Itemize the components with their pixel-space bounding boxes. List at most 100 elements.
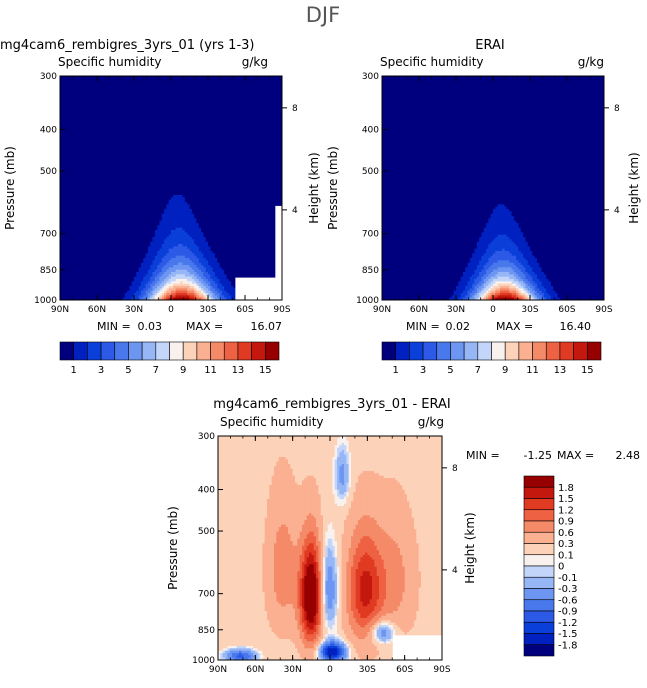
field-cell	[124, 120, 128, 124]
field-cell	[103, 122, 107, 126]
field-cell	[268, 181, 272, 184]
field-cell	[279, 104, 282, 107]
field-cell	[205, 104, 209, 107]
field-cell	[152, 176, 156, 180]
field-cell	[208, 87, 211, 91]
field-cell	[62, 139, 66, 142]
field-cell	[115, 129, 119, 133]
field-cell	[83, 87, 87, 91]
field-cell	[157, 195, 161, 198]
field-cell	[80, 150, 84, 154]
field-cell	[94, 99, 98, 103]
field-cell	[251, 136, 255, 140]
field-cell	[134, 153, 137, 156]
field-cell	[221, 134, 225, 138]
field-cell	[175, 120, 179, 124]
field-cell	[247, 190, 251, 194]
field-cell	[175, 155, 179, 159]
field-cell	[120, 111, 124, 114]
field-cell	[117, 118, 121, 121]
field-cell	[180, 195, 184, 198]
field-cell	[127, 164, 130, 168]
field-cell	[76, 195, 80, 198]
field-cell	[85, 132, 89, 135]
field-cell	[203, 171, 207, 175]
field-cell	[275, 115, 278, 119]
field-cell	[254, 113, 258, 117]
field-cell	[159, 162, 163, 166]
field-cell	[191, 164, 195, 168]
field-cell	[122, 76, 126, 79]
field-cell	[113, 160, 117, 163]
field-cell	[180, 192, 184, 196]
field-cell	[166, 78, 170, 82]
field-cell	[80, 80, 84, 84]
field-cell	[245, 141, 248, 145]
field-cell	[71, 106, 75, 110]
field-cell	[201, 125, 204, 128]
field-cell	[76, 85, 80, 89]
field-cell	[245, 78, 248, 82]
field-cell	[261, 155, 265, 159]
field-cell	[191, 83, 195, 86]
field-cell	[219, 183, 223, 187]
field-cell	[115, 143, 119, 147]
field-cell	[205, 83, 209, 86]
field-cell	[231, 78, 235, 82]
field-cell	[217, 188, 221, 191]
field-cell	[115, 136, 119, 140]
field-cell	[240, 132, 244, 135]
field-cell	[164, 115, 167, 119]
field-cell	[147, 92, 151, 96]
field-cell	[191, 118, 195, 121]
field-cell	[154, 115, 158, 119]
field-cell	[157, 83, 161, 86]
field-cell	[62, 125, 66, 128]
field-cell	[94, 134, 98, 138]
field-cell	[182, 160, 186, 163]
field-cell	[78, 134, 82, 138]
field-cell	[238, 87, 241, 91]
field-cell	[87, 153, 91, 156]
field-cell	[221, 104, 225, 107]
field-cell	[189, 176, 193, 180]
field-cell	[83, 113, 87, 117]
field-cell	[221, 190, 225, 194]
field-cell	[161, 148, 165, 152]
field-cell	[263, 99, 267, 103]
field-cell	[124, 176, 128, 180]
field-cell	[208, 148, 211, 152]
field-cell	[272, 90, 276, 93]
field-cell	[117, 176, 121, 180]
field-cell	[208, 132, 211, 135]
field-cell	[226, 83, 230, 86]
field-cell	[164, 118, 167, 121]
field-cell	[275, 111, 278, 114]
field-cell	[140, 143, 144, 147]
field-cell	[268, 185, 272, 189]
field-cell	[122, 162, 126, 166]
field-cell	[164, 162, 167, 166]
field-cell	[261, 141, 265, 145]
field-cell	[103, 192, 107, 196]
field-cell	[134, 87, 137, 91]
field-cell	[122, 120, 126, 124]
field-cell	[235, 108, 239, 112]
field-cell	[191, 92, 195, 96]
field-cell	[76, 92, 80, 96]
field-cell	[117, 139, 121, 142]
field-cell	[189, 120, 193, 124]
field-cell	[228, 80, 232, 84]
field-cell	[90, 174, 93, 177]
field-cell	[80, 115, 84, 119]
field-cell	[247, 162, 251, 166]
field-cell	[120, 176, 124, 180]
field-cell	[175, 183, 179, 187]
field-cell	[136, 108, 140, 112]
field-cell	[94, 125, 98, 128]
field-cell	[134, 146, 137, 149]
field-cell	[166, 136, 170, 140]
field-cell	[219, 120, 223, 124]
field-cell	[129, 153, 133, 156]
field-cell	[275, 141, 278, 145]
